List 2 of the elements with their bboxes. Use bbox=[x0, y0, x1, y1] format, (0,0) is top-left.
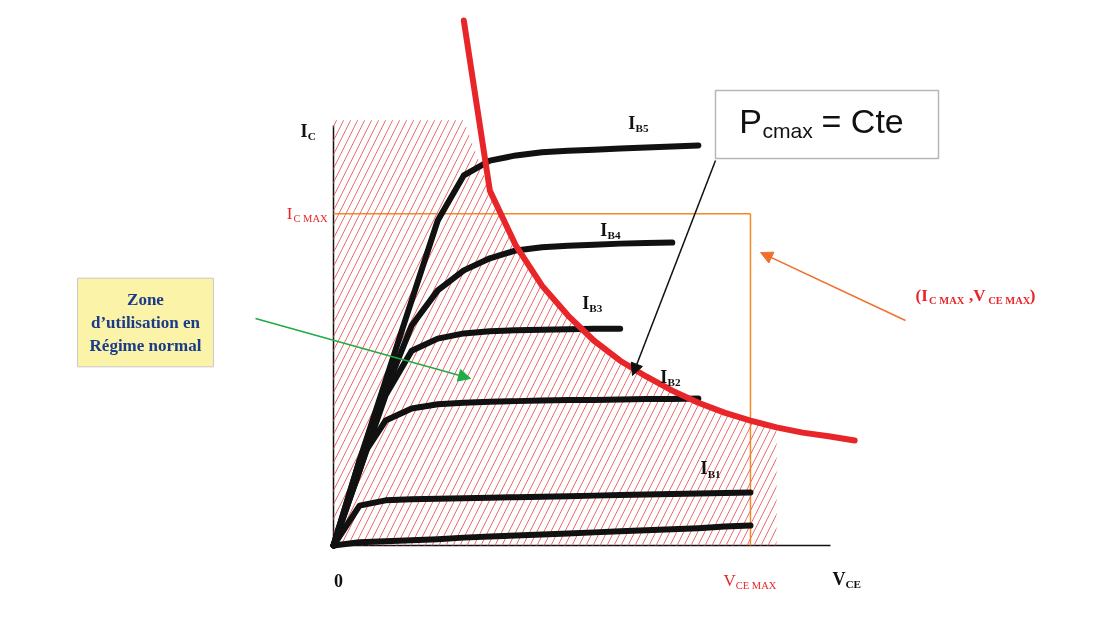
text: 0 bbox=[334, 571, 343, 591]
text: Zone d’utilisation en Régime normal bbox=[89, 290, 202, 355]
